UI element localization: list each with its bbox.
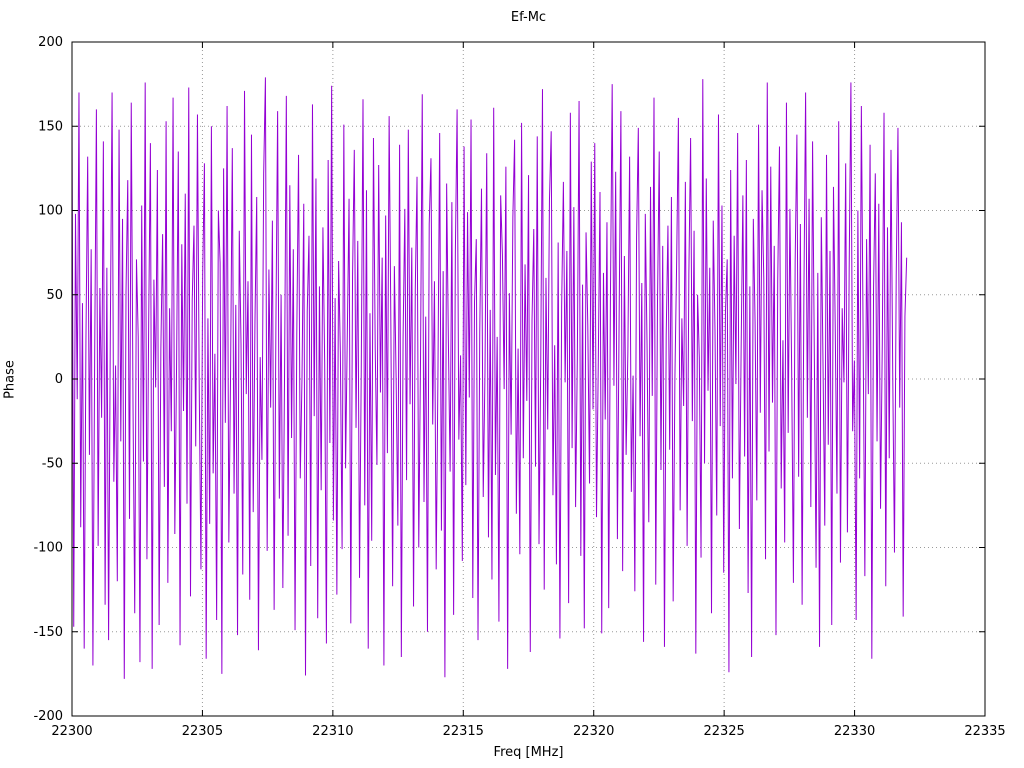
x-tick-label: 22325 <box>703 724 744 739</box>
x-tick-label: 22330 <box>834 724 875 739</box>
y-tick-label: 50 <box>46 288 63 303</box>
x-tick-label: 22310 <box>312 724 353 739</box>
y-tick-label: 150 <box>38 119 63 134</box>
y-tick-label: 0 <box>55 372 63 387</box>
x-axis-label: Freq [MHz] <box>493 745 564 760</box>
y-tick-label: -150 <box>33 625 63 640</box>
y-tick-label: 200 <box>38 35 63 50</box>
x-tick-label: 22315 <box>443 724 484 739</box>
y-tick-label: -100 <box>33 541 63 556</box>
y-axis-label: Phase <box>2 360 18 399</box>
x-tick-label: 22300 <box>51 724 92 739</box>
phase-series-line <box>71 77 908 679</box>
y-tick-label: -200 <box>33 709 63 724</box>
x-tick-label: 22335 <box>964 724 1005 739</box>
x-tick-label: 22320 <box>573 724 614 739</box>
chart-title: Ef-Mc <box>510 10 547 25</box>
y-tick-label: 100 <box>38 204 63 219</box>
x-tick-label: 22305 <box>182 724 223 739</box>
y-tick-label: -50 <box>42 456 63 471</box>
